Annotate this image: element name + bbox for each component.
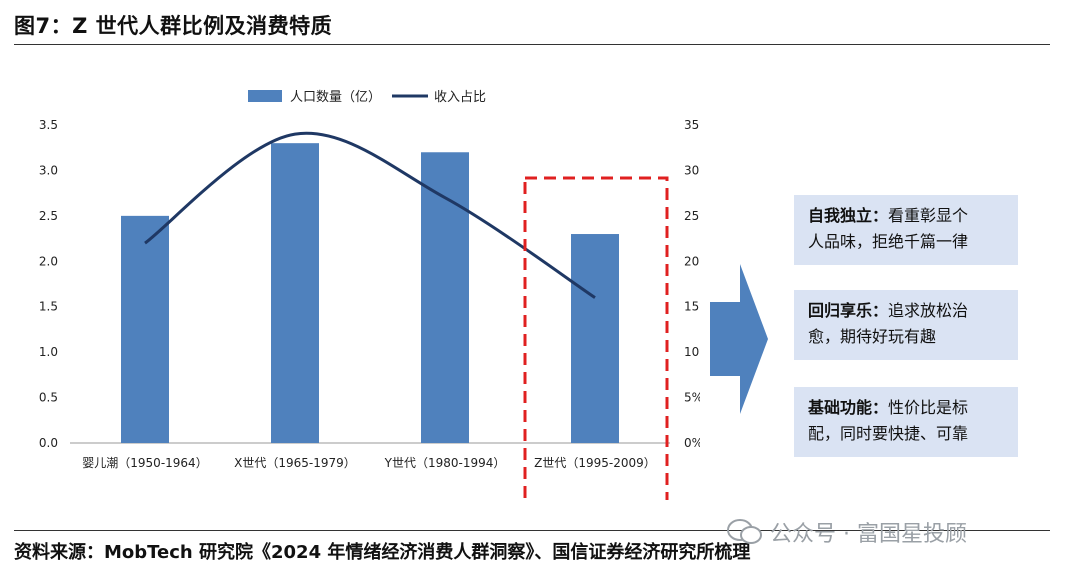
callout-pleasure: 回归享乐：追求放松治 愈，期待好玩有趣	[794, 290, 1018, 360]
y-left-tick-label: 0.5	[39, 391, 58, 405]
right-arrow-icon	[710, 264, 768, 414]
y-left-tick-label: 1.0	[39, 345, 58, 359]
callout-independence: 自我独立：看重彰显个 人品味，拒绝千篇一律	[794, 195, 1018, 265]
figure-title: 图7：Z 世代人群比例及消费特质	[14, 14, 333, 38]
y-right-tick-label: 15%	[684, 300, 700, 314]
callout-text: 看重彰显个	[888, 206, 969, 225]
callout-text: 追求放松治	[888, 301, 969, 320]
y-left-tick-label: 2.5	[39, 209, 58, 223]
callout-function: 基础功能：性价比是标 配，同时要快捷、可靠	[794, 387, 1018, 457]
x-tick-label: X世代（1965-1979）	[234, 456, 356, 470]
callout-head: 自我独立：	[808, 206, 889, 225]
source-note: 资料来源：MobTech 研究院《2024 年情绪经济消费人群洞察》、国信证券经…	[14, 542, 751, 563]
y-right-tick-label: 20%	[684, 254, 700, 268]
x-tick-label: Z世代（1995-2009）	[534, 456, 656, 470]
y-right-tick-label: 5%	[684, 391, 700, 405]
y-right-tick-label: 10%	[684, 345, 700, 359]
legend-bar-swatch	[248, 90, 282, 102]
bottom-divider	[14, 530, 1050, 531]
y-right-tick-label: 35%	[684, 118, 700, 132]
callout-head: 回归享乐：	[808, 301, 889, 320]
y-left-tick-label: 0.0	[39, 436, 58, 450]
bar	[121, 215, 169, 443]
bar	[571, 234, 619, 443]
watermark: 公众号 · 富国星投顾	[726, 516, 967, 548]
y-right-tick-label: 0%	[684, 436, 700, 450]
legend-bar-label: 人口数量（亿）	[290, 90, 381, 105]
callout-text: 配，同时要快捷、可靠	[808, 424, 969, 443]
wechat-icon	[727, 519, 762, 544]
income-share-line	[144, 131, 596, 299]
callout-text: 愈，期待好玩有趣	[808, 327, 937, 346]
z-generation-highlight-box	[523, 176, 669, 500]
combo-chart: 0.0 0.5 1.0 1.5 2.0 2.5 3.0 3.5 0% 5% 10% 15% 20% 25%…	[39, 90, 700, 500]
legend-line-label: 收入占比	[434, 90, 486, 105]
y-left-tick-label: 1.5	[39, 300, 58, 314]
x-tick-label: 婴儿潮（1950-1964）	[82, 455, 207, 470]
y-left-tick-label: 3.0	[39, 163, 58, 177]
x-tick-label: Y世代（1980-1994）	[384, 456, 506, 470]
watermark-text: 公众号 · 富国星投顾	[770, 522, 967, 547]
y-left-tick-label: 3.5	[39, 118, 58, 132]
y-right-tick-label: 30%	[684, 163, 700, 177]
bar	[271, 143, 319, 443]
y-left-tick-label: 2.0	[39, 254, 58, 268]
bar	[421, 152, 469, 443]
callout-text: 性价比是标	[888, 398, 969, 417]
callout-text: 人品味，拒绝千篇一律	[808, 232, 969, 251]
y-right-tick-label: 25%	[684, 209, 700, 223]
top-divider	[14, 44, 1050, 45]
callout-head: 基础功能：	[808, 398, 889, 417]
